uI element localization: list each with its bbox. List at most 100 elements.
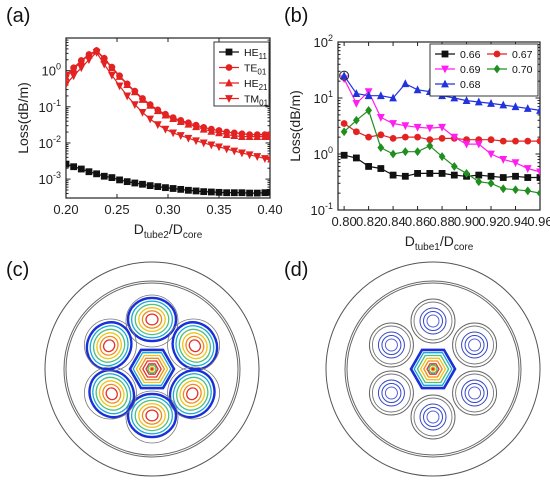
jacket-ring [344,280,522,458]
mode-contour [141,310,163,329]
x-tick-label: 0.84 [380,214,405,229]
data-point [512,172,519,180]
data-point [401,133,409,141]
data-point [192,137,200,146]
data-point [536,168,540,177]
data-point [389,93,397,102]
data-point [108,71,116,80]
core-center-contour [428,364,438,374]
data-point [185,186,192,194]
legend-box [213,41,270,107]
data-point [153,121,162,130]
mode-contour [145,409,159,422]
plot-frame [337,41,541,211]
data-point [376,114,385,122]
mode-contour [134,399,170,432]
mode-contour [178,328,212,363]
data-point [161,125,170,134]
tube-contour [381,335,402,355]
x-tick-label: 0.40 [257,202,282,217]
data-point [261,132,269,140]
mode-contour [126,392,178,439]
series-line [66,51,270,161]
data-point [139,180,146,188]
tube-wall [84,318,137,372]
data-point [474,97,483,106]
x-tick-label: 0.90 [454,214,479,229]
data-point [365,106,373,115]
mode-contour [96,332,123,360]
data-point [536,106,540,114]
data-point [146,115,155,124]
mode-contour [138,306,166,333]
data-point [246,189,253,197]
data-point [146,182,154,190]
data-point [238,149,246,158]
legend-label: HE21 [244,78,268,92]
y-axis-label: Loss(dB/m) [287,90,303,162]
tube-wall [452,322,498,368]
data-point [450,93,459,102]
data-point [108,174,116,182]
data-point [222,145,231,154]
data-point [499,100,508,109]
data-point [176,132,185,140]
legend-marker [441,50,449,58]
data-point [352,154,360,162]
data-point [487,136,495,144]
data-point [450,133,459,142]
data-point [253,153,262,161]
data-point [169,185,177,192]
data-point [413,123,422,132]
legend-label: HE11 [244,47,267,61]
data-point [414,147,421,157]
tube-wall [167,366,220,420]
data-point [245,132,254,140]
data-point [230,189,238,197]
data-point [426,170,434,177]
plot-area [340,71,540,198]
data-point [487,178,495,188]
tube-wall-inner [371,325,411,365]
series-line [66,163,270,194]
core-contour [416,354,450,384]
data-point [524,186,532,196]
data-point [93,170,100,178]
legend-label: 0.67 [512,49,533,61]
data-point [487,172,495,180]
y-tick-label: 10-2 [39,134,61,151]
data-point [401,79,410,88]
data-point [70,163,78,171]
data-point [138,108,147,117]
outer-cladding-ring [325,261,541,477]
core-center-dot [431,367,435,371]
tube-wall-inner [413,397,453,437]
data-point [177,185,185,193]
data-point [184,134,193,143]
data-point [438,152,446,161]
tube-wall-inner [455,325,495,365]
y-tick-label: 10-1 [39,98,61,115]
tube-contour [426,410,440,424]
data-point [425,124,434,133]
data-point [138,95,147,103]
tube-contour [377,331,405,359]
data-point [230,131,239,139]
data-point [200,188,208,196]
x-axis-label: Dtube1/Dcore [405,233,474,253]
y-tick-label: 100 [42,62,61,79]
data-point [389,134,397,142]
chart-b: 0.80 0.82 0.84 0.86 0.88 0.90 0.92 0.94 0.96 10-1… [287,33,550,253]
legend-label: 0.69 [460,64,481,76]
legend-marker [225,95,233,103]
data-point [77,57,86,65]
mode-contour [172,373,212,415]
y-axis-label: Loss(dB/m) [15,82,31,154]
data-point [77,165,85,173]
data-point [511,159,520,168]
tube-wall-inner [455,373,495,413]
data-point [192,122,200,131]
mode-contour [138,402,166,429]
data-point [377,165,385,172]
data-point [161,110,170,119]
